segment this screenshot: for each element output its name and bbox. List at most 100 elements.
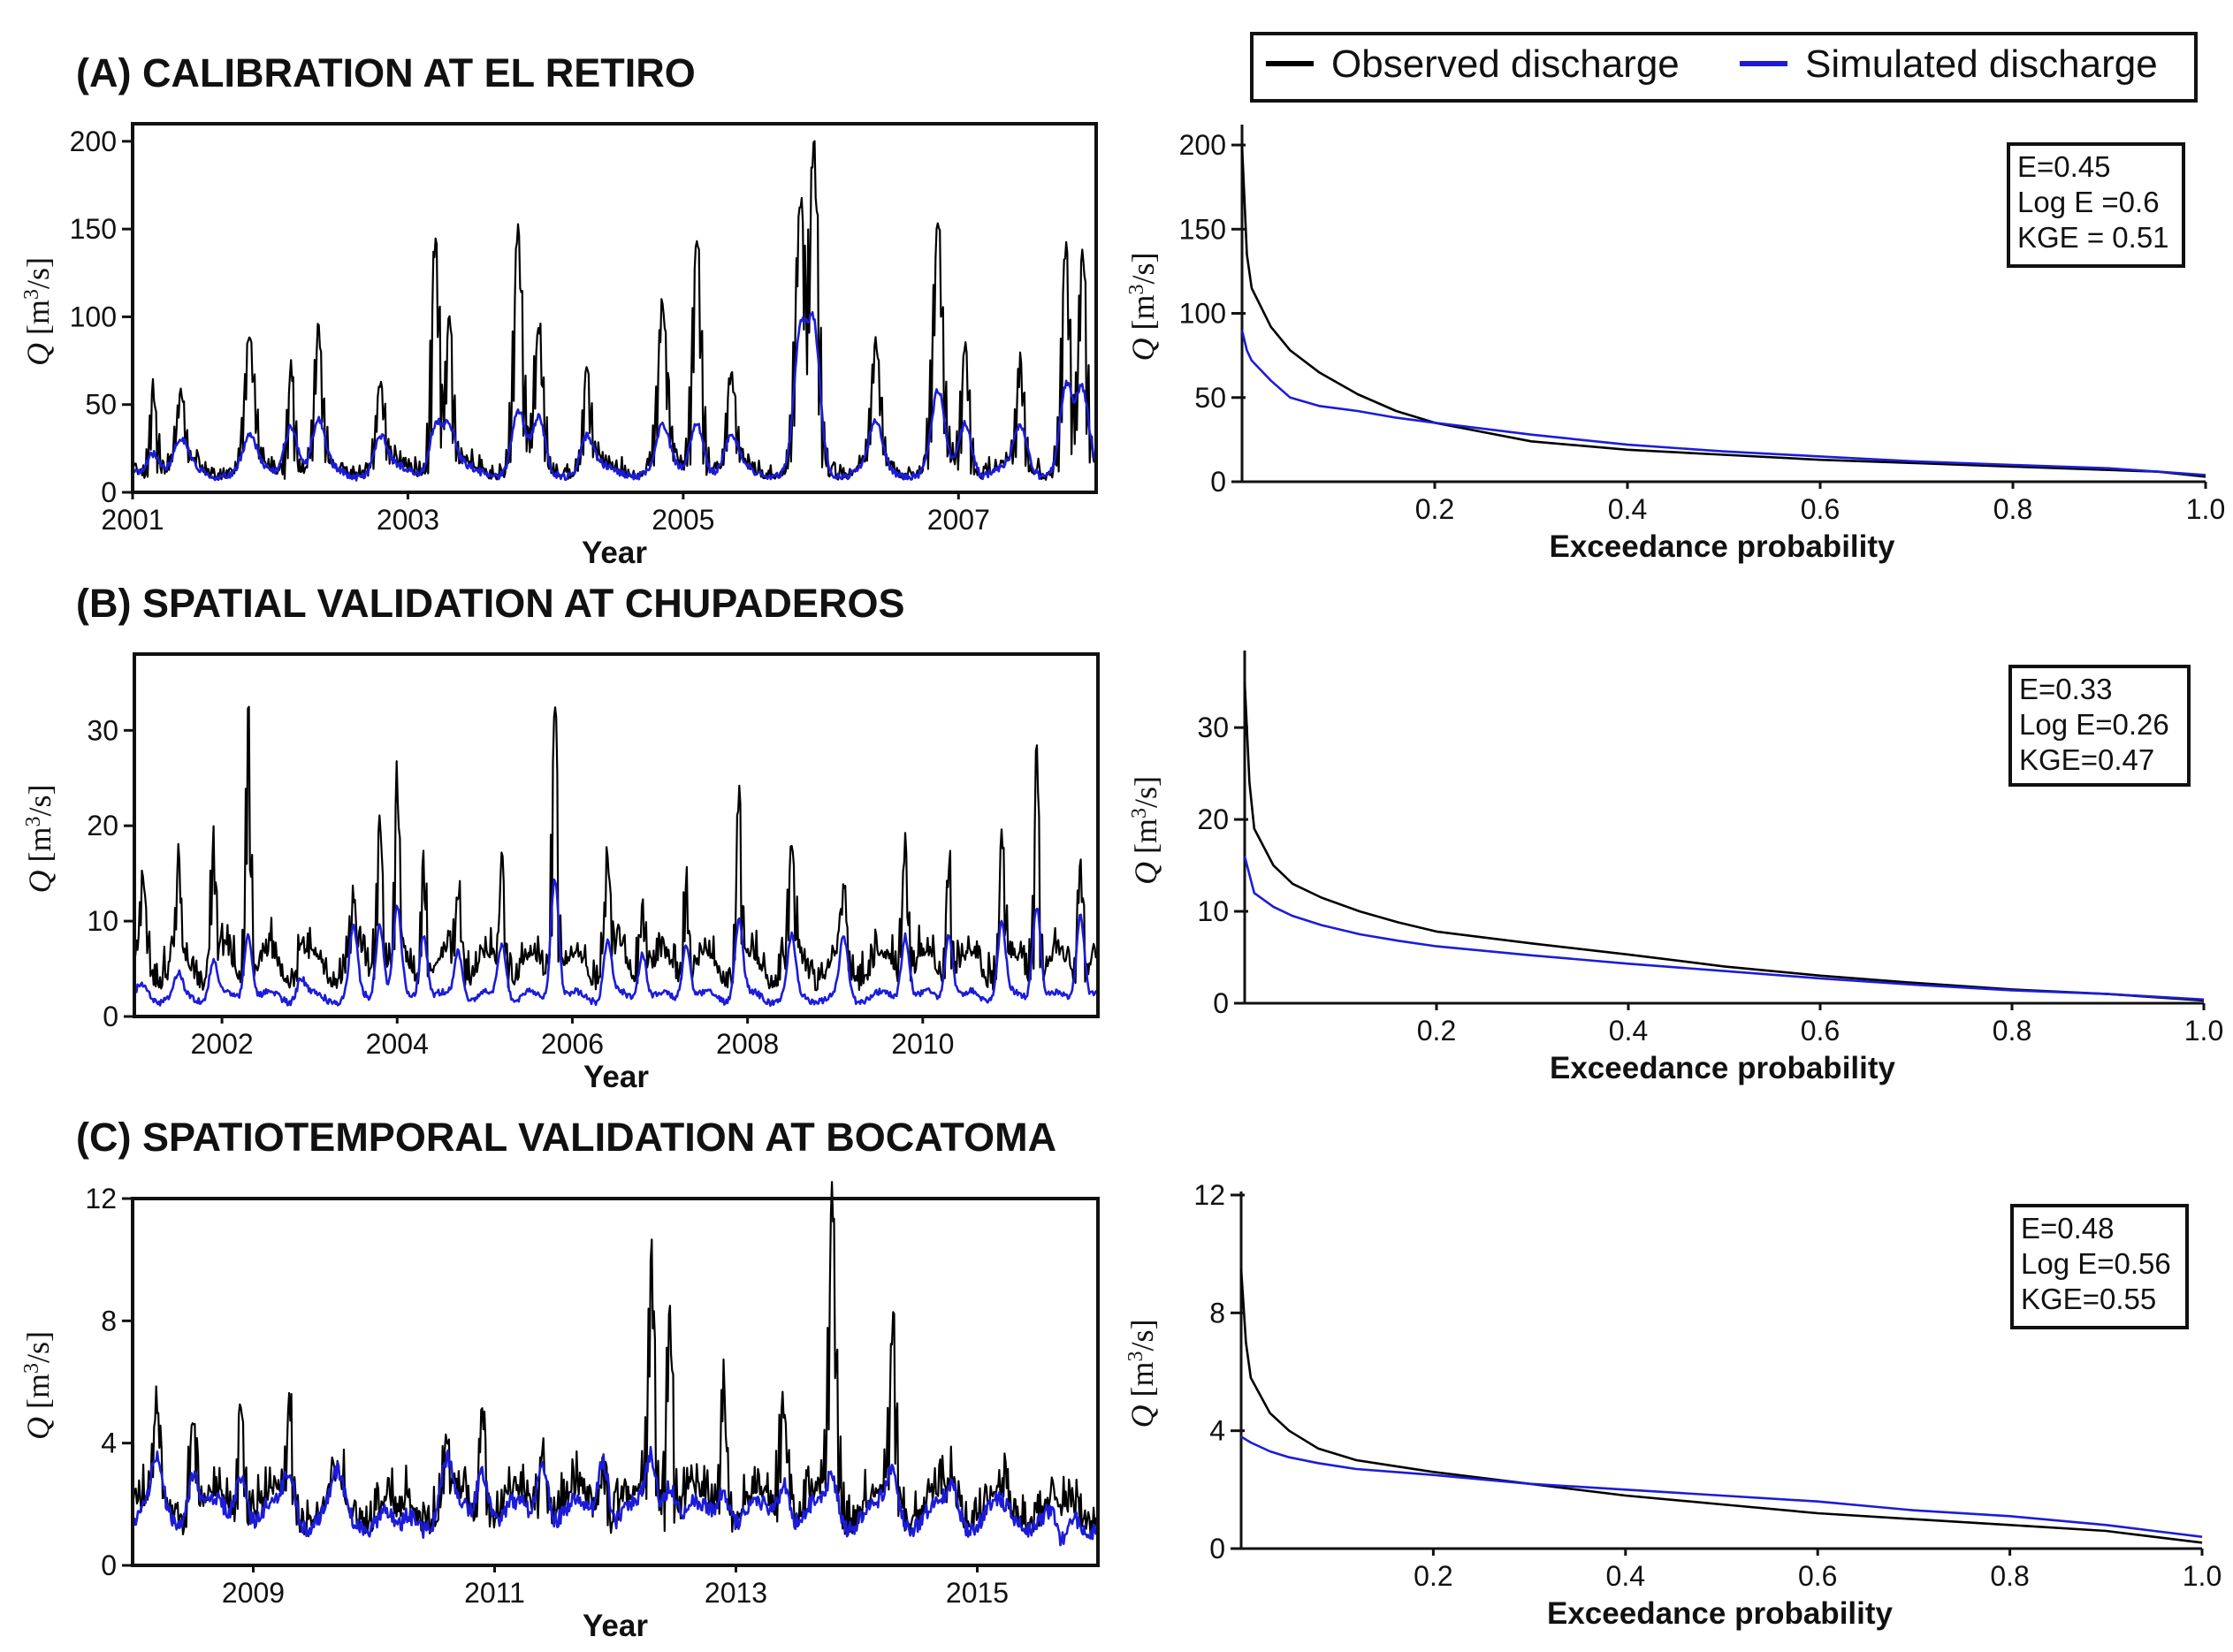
x-tick-label: 2003 [377, 504, 439, 536]
x-axis-label: Year [583, 1060, 649, 1094]
x-tick-label: 2008 [716, 1028, 779, 1060]
observed-duration-line [1239, 1268, 2203, 1544]
plot-frame [131, 1197, 1100, 1567]
y-tick-label: 0 [1209, 1533, 1225, 1564]
stats-box [2007, 142, 2185, 268]
x-tick-label: 0.2 [1417, 1015, 1456, 1047]
x-tick-label: 1.0 [2186, 493, 2225, 525]
stats-box [2008, 665, 2191, 787]
stats-line: KGE = 0.51 [2017, 221, 2169, 254]
panel-b-title: (B) SPATIAL VALIDATION AT CHUPADEROS [76, 581, 904, 626]
panel-a-duration-curve: 0 50 100 150 200 0.2 0.4 0.6 0.8 1.0 Exceedance pr… [1125, 125, 2225, 564]
y-tick-label: 0 [1210, 466, 1226, 498]
x-tick-label: 2013 [705, 1577, 767, 1609]
x-tick-label: 2006 [541, 1028, 604, 1060]
x-tick-label: 2007 [927, 504, 990, 536]
x-tick-label: 0.2 [1415, 493, 1454, 525]
y-tick-label: 100 [1179, 298, 1226, 330]
x-tick-label: 0.8 [1993, 493, 2032, 525]
simulated-series-line [131, 1445, 1100, 1547]
x-tick-label: 2009 [222, 1577, 285, 1609]
observed-duration-line [1243, 681, 2205, 1002]
x-axis-label: Exceedance probability [1550, 1051, 1896, 1085]
y-axis-label: Q [m3/s] [20, 1331, 56, 1440]
y-tick-label: 0 [103, 1001, 118, 1032]
stats-line: KGE=0.55 [2021, 1283, 2156, 1315]
x-tick-label: 2010 [891, 1028, 954, 1060]
y-tick-label: 150 [1179, 213, 1226, 245]
y-tick-label: 50 [1194, 382, 1226, 414]
plot-frame [131, 122, 1098, 494]
x-tick-label: 0.8 [1990, 1560, 2029, 1592]
stats-line: Log E=0.56 [2021, 1247, 2171, 1280]
x-tick-label: 2004 [366, 1028, 429, 1060]
simulated-duration-line [1243, 856, 2205, 1001]
x-axis-label: Year [582, 536, 647, 570]
panel-c-timeseries: 0 4 8 12 2009 2011 2013 2015 Year Q [m3/s] [20, 1181, 1100, 1643]
observed-series-line [133, 705, 1099, 992]
y-tick-label: 50 [85, 389, 117, 421]
y-tick-label: 8 [1209, 1297, 1225, 1328]
x-tick-label: 0.8 [1993, 1015, 2031, 1047]
x-axis-label: Year [583, 1609, 648, 1643]
panel-c-duration-curve: 0 4 8 12 0.2 0.4 0.6 0.8 1.0 Exceedance probabili… [1124, 1179, 2222, 1631]
stats-line: KGE=0.47 [2019, 743, 2154, 776]
legend-frame [1250, 32, 2198, 103]
y-tick-label: 0 [101, 1549, 117, 1581]
stats-line: E=0.45 [2017, 150, 2111, 183]
x-tick-label: 2002 [190, 1028, 253, 1060]
stats-line: Log E=0.26 [2019, 708, 2169, 741]
y-tick-label: 30 [87, 714, 118, 746]
y-axis-label: Q [m3/s] [20, 257, 56, 366]
x-tick-label: 0.4 [1608, 493, 1647, 525]
x-tick-label: 2011 [464, 1577, 525, 1609]
y-tick-label: 4 [1209, 1415, 1225, 1447]
x-tick-label: 2001 [101, 504, 164, 536]
y-tick-label: 10 [87, 905, 118, 937]
y-tick-label: 10 [1197, 895, 1229, 927]
panel-c-title: (C) SPATIOTEMPORAL VALIDATION AT BOCATOM… [76, 1115, 1056, 1160]
x-tick-label: 0.4 [1609, 1015, 1648, 1047]
x-tick-label: 0.6 [1798, 1560, 1837, 1592]
y-tick-label: 8 [101, 1305, 117, 1336]
stats-line: E=0.33 [2019, 673, 2113, 705]
y-axis-label: Q [m3/s] [1124, 1320, 1160, 1428]
y-tick-label: 200 [70, 126, 117, 157]
panel-a-title: (A) CALIBRATION AT EL RETIRO [76, 50, 696, 95]
stats-line: E=0.48 [2021, 1212, 2115, 1245]
observed-series-line [131, 140, 1098, 481]
y-tick-label: 12 [85, 1183, 117, 1214]
y-axis-label: Q [m3/s] [1128, 776, 1163, 885]
y-tick-label: 150 [70, 213, 117, 245]
y-tick-label: 20 [1197, 803, 1229, 835]
plot-frame [133, 652, 1100, 1018]
x-tick-label: 1.0 [2183, 1560, 2222, 1592]
y-tick-label: 0 [1213, 987, 1229, 1019]
y-axis-label: Q [m3/s] [22, 785, 57, 894]
x-tick-label: 2015 [946, 1577, 1009, 1609]
y-tick-label: 30 [1197, 712, 1229, 743]
simulated-series-line [133, 878, 1099, 1008]
x-axis-label: Exceedance probability [1547, 1596, 1894, 1631]
legend-simulated-label: Simulated discharge [1805, 42, 2158, 86]
x-tick-label: 1.0 [2184, 1015, 2223, 1047]
y-tick-label: 20 [87, 810, 118, 841]
y-tick-label: 12 [1193, 1179, 1225, 1211]
x-tick-label: 0.6 [1801, 493, 1840, 525]
x-tick-label: 0.4 [1606, 1560, 1645, 1592]
simulated-series-line [131, 310, 1097, 482]
legend: Observed discharge Simulated discharge [1250, 32, 2198, 103]
simulated-duration-line [1240, 1435, 2203, 1538]
x-tick-label: 0.6 [1801, 1015, 1840, 1047]
panel-a-timeseries: 0 50 100 150 200 2001 2003 2005 2007 Year Q [m3/s] [20, 122, 1098, 570]
stats-line: Log E =0.6 [2017, 186, 2160, 218]
simulated-duration-line [1240, 330, 2206, 476]
x-axis-label: Exceedance probability [1550, 529, 1896, 564]
stats-box [2010, 1204, 2189, 1329]
panel-b-duration-curve: 0 10 20 30 0.2 0.4 0.6 0.8 1.0 Exceedance probabi… [1128, 651, 2223, 1085]
x-tick-label: 0.2 [1414, 1560, 1452, 1592]
y-tick-label: 4 [101, 1427, 117, 1459]
y-tick-label: 200 [1179, 129, 1226, 161]
y-tick-label: 100 [70, 301, 117, 332]
